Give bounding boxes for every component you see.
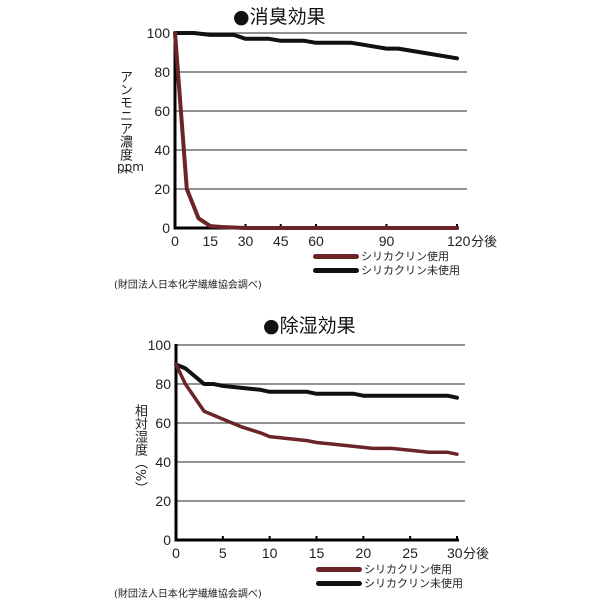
- svg-text:60: 60: [155, 415, 171, 431]
- svg-text:100: 100: [148, 337, 172, 353]
- legend-swatch-treated: [313, 253, 359, 259]
- chart-title: ●除湿効果: [263, 315, 356, 337]
- svg-text:0: 0: [172, 545, 180, 561]
- svg-text:20: 20: [155, 493, 171, 509]
- svg-text:80: 80: [155, 376, 171, 392]
- treated-line: [174, 362, 459, 456]
- legend-swatch-untreated: [313, 267, 359, 273]
- legend-item-treated: シリカクリン使用: [313, 249, 460, 263]
- dehumidifying-plot: 0 20 40 60 80 100 0 5 10 15 20 25 30 分後: [148, 337, 489, 561]
- svg-text:20: 20: [356, 545, 372, 561]
- legend: シリカクリン使用 シリカクリン未使用: [316, 562, 463, 590]
- deodorizing-chart: ●消臭効果 0 20 40 60 80 100 0 15 30 45 60 90 120 分後 アンモニ…: [114, 6, 497, 291]
- untreated-line: [173, 31, 459, 61]
- svg-text:10: 10: [262, 545, 278, 561]
- y-axis-label: アンモニア濃度（: [117, 70, 132, 174]
- svg-text:40: 40: [155, 454, 171, 470]
- gridlines: [175, 32, 467, 190]
- svg-text:20: 20: [154, 181, 170, 197]
- y-axis-label: 相対湿度（%）: [132, 404, 147, 495]
- axes: [174, 344, 459, 542]
- legend-item-treated: シリカクリン使用: [316, 562, 463, 576]
- y-axis-label-unit: ppm: [117, 160, 144, 174]
- svg-text:30: 30: [447, 545, 463, 561]
- legend-swatch-untreated: [316, 580, 362, 586]
- y-tick-labels: 0 20 40 60 80 100: [148, 337, 172, 548]
- svg-text:15: 15: [309, 545, 325, 561]
- svg-text:30: 30: [238, 233, 254, 249]
- svg-text:45: 45: [273, 233, 289, 249]
- source-note: (財団法人日本化学繊維協会調べ): [114, 589, 262, 600]
- source-note: (財団法人日本化学繊維協会調べ): [114, 280, 262, 291]
- svg-text:15: 15: [202, 233, 218, 249]
- svg-text:0: 0: [171, 233, 179, 249]
- gridlines: [176, 344, 465, 502]
- svg-text:分後: 分後: [471, 234, 497, 249]
- svg-text:0: 0: [163, 532, 171, 548]
- svg-text:60: 60: [308, 233, 324, 249]
- svg-text:100: 100: [147, 25, 171, 41]
- x-tick-labels: 0 15 30 45 60 90 120 分後: [171, 233, 497, 249]
- svg-text:90: 90: [379, 233, 395, 249]
- untreated-line: [174, 362, 459, 400]
- svg-text:5: 5: [219, 545, 227, 561]
- svg-text:0: 0: [162, 220, 170, 236]
- dehumidifying-chart: ●除湿効果 0 20 40 60 80 100 0 5 10 15 20 25 30 分後 相対湿度（%…: [0, 300, 600, 600]
- y-tick-labels: 0 20 40 60 80 100: [147, 25, 171, 236]
- legend: シリカクリン使用 シリカクリン未使用: [313, 249, 460, 277]
- svg-text:80: 80: [154, 64, 170, 80]
- svg-text:25: 25: [402, 545, 418, 561]
- svg-text:60: 60: [154, 103, 170, 119]
- svg-text:40: 40: [154, 142, 170, 158]
- chart-title: ●消臭効果: [233, 6, 326, 28]
- deodorizing-plot: 0 20 40 60 80 100 0 15 30 45 60 90 120 分後: [147, 25, 497, 249]
- svg-text:120: 120: [447, 233, 471, 249]
- x-tick-labels: 0 5 10 15 20 25 30 分後: [172, 545, 489, 561]
- legend-item-untreated: シリカクリン未使用: [313, 263, 460, 277]
- legend-item-untreated: シリカクリン未使用: [316, 576, 463, 590]
- svg-text:分後: 分後: [463, 546, 489, 561]
- legend-swatch-treated: [316, 566, 362, 572]
- axes: [173, 32, 459, 230]
- treated-line: [173, 31, 459, 230]
